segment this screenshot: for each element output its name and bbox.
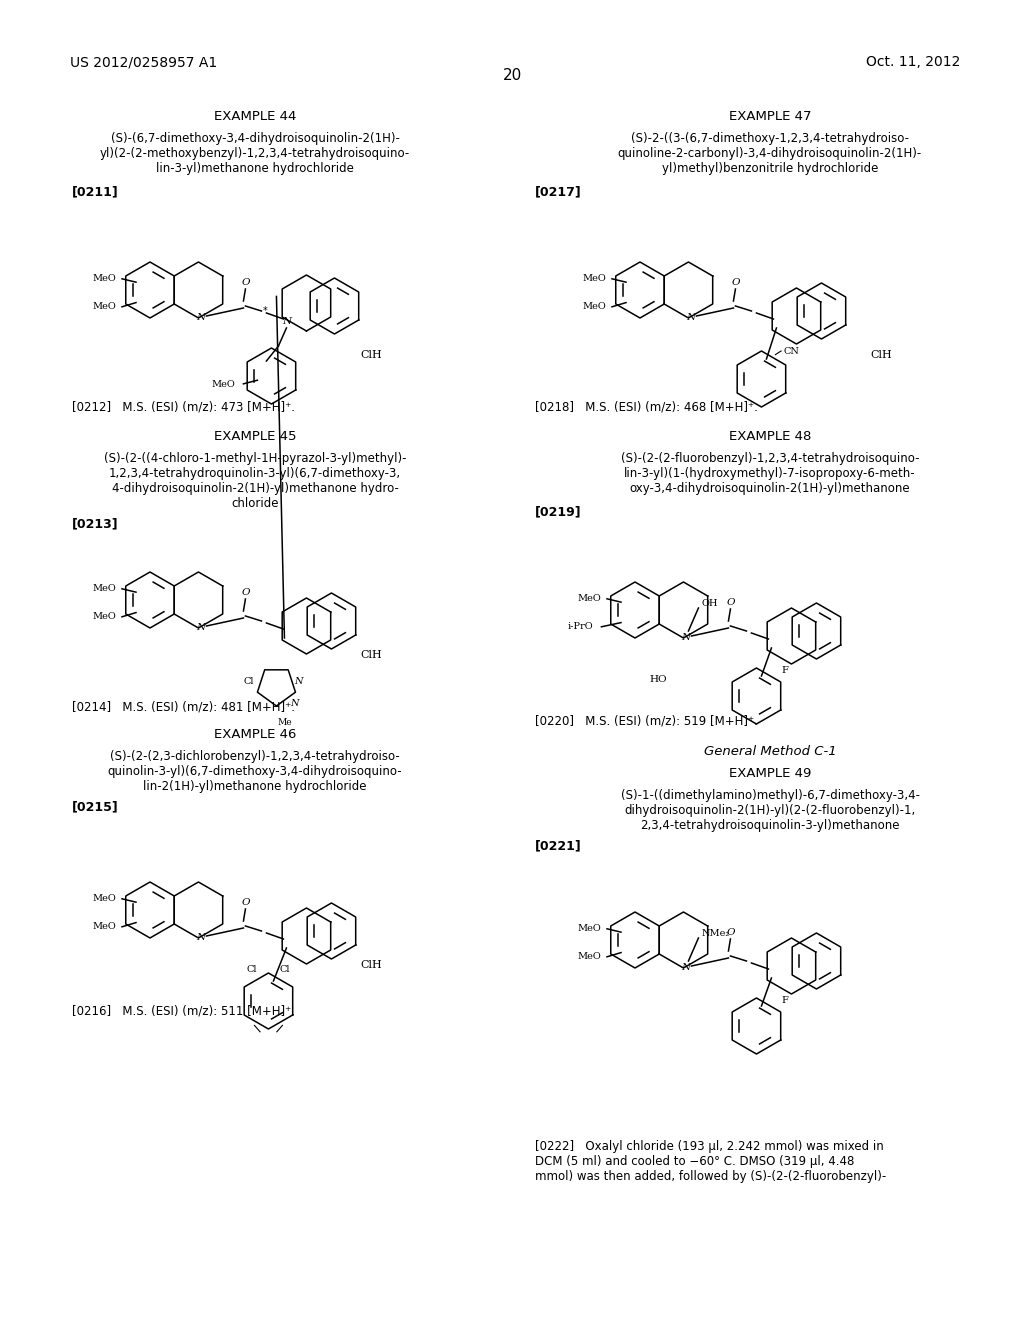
Text: [0220]   M.S. (ESI) (m/z): 519 [M+H]⁺.: [0220] M.S. (ESI) (m/z): 519 [M+H]⁺. — [535, 715, 758, 729]
Text: Cl: Cl — [280, 965, 291, 974]
Text: N: N — [196, 623, 205, 632]
Text: Oct. 11, 2012: Oct. 11, 2012 — [865, 55, 961, 69]
Text: ClH: ClH — [360, 350, 382, 360]
Text: ClH: ClH — [360, 960, 382, 970]
Text: F: F — [781, 997, 788, 1006]
Text: EXAMPLE 49: EXAMPLE 49 — [729, 767, 811, 780]
Text: (S)-(2-(2-fluorobenzyl)-1,2,3,4-tetrahydroisoquino-: (S)-(2-(2-fluorobenzyl)-1,2,3,4-tetrahyd… — [621, 451, 920, 465]
Text: General Method C-1: General Method C-1 — [703, 744, 837, 758]
Text: [0216]   M.S. (ESI) (m/z): 511 [M+H]⁺.: [0216] M.S. (ESI) (m/z): 511 [M+H]⁺. — [72, 1005, 295, 1018]
Text: N: N — [681, 634, 690, 643]
Text: O: O — [726, 598, 734, 607]
Text: Cl: Cl — [244, 676, 254, 685]
Text: OH: OH — [701, 598, 718, 607]
Text: MeO: MeO — [92, 923, 117, 932]
Text: N: N — [681, 964, 690, 973]
Text: CN: CN — [783, 346, 800, 355]
Text: Cl: Cl — [247, 965, 257, 974]
Text: [0217]: [0217] — [535, 185, 582, 198]
Text: (S)-(6,7-dimethoxy-3,4-dihydroisoquinolin-2(1H)-: (S)-(6,7-dimethoxy-3,4-dihydroisoquinoli… — [111, 132, 399, 145]
Text: O: O — [242, 898, 250, 907]
Text: 1,2,3,4-tetrahydroquinolin-3-yl)(6,7-dimethoxy-3,: 1,2,3,4-tetrahydroquinolin-3-yl)(6,7-dim… — [109, 467, 401, 480]
Text: MeO: MeO — [92, 612, 117, 622]
Text: MeO: MeO — [92, 895, 117, 903]
Text: N: N — [294, 676, 303, 685]
Text: dihydroisoquinolin-2(1H)-yl)(2-(2-fluorobenzyl)-1,: dihydroisoquinolin-2(1H)-yl)(2-(2-fluoro… — [625, 804, 915, 817]
Text: oxy-3,4-dihydroisoquinolin-2(1H)-yl)methanone: oxy-3,4-dihydroisoquinolin-2(1H)-yl)meth… — [630, 482, 910, 495]
Text: ClH: ClH — [360, 649, 382, 660]
Text: DCM (5 ml) and cooled to −60° C. DMSO (319 μl, 4.48: DCM (5 ml) and cooled to −60° C. DMSO (3… — [535, 1155, 854, 1168]
Text: EXAMPLE 48: EXAMPLE 48 — [729, 430, 811, 444]
Text: [0212]   M.S. (ESI) (m/z): 473 [M+H]⁺.: [0212] M.S. (ESI) (m/z): 473 [M+H]⁺. — [72, 400, 295, 413]
Text: [0214]   M.S. (ESI) (m/z): 481 [M+H]⁺.: [0214] M.S. (ESI) (m/z): 481 [M+H]⁺. — [72, 700, 295, 713]
Text: [0211]: [0211] — [72, 185, 119, 198]
Text: O: O — [726, 928, 734, 937]
Text: EXAMPLE 47: EXAMPLE 47 — [729, 110, 811, 123]
Text: MeO: MeO — [92, 585, 117, 593]
Text: mmol) was then added, followed by (S)-(2-(2-fluorobenzyl)-: mmol) was then added, followed by (S)-(2… — [535, 1170, 886, 1183]
Text: EXAMPLE 45: EXAMPLE 45 — [214, 430, 296, 444]
Text: O: O — [242, 587, 250, 597]
Text: MeO: MeO — [583, 302, 606, 312]
Text: MeO: MeO — [92, 302, 117, 312]
Text: F: F — [781, 667, 788, 676]
Text: (S)-(2-(2,3-dichlorobenzyl)-1,2,3,4-tetrahydroiso-: (S)-(2-(2,3-dichlorobenzyl)-1,2,3,4-tetr… — [111, 750, 400, 763]
Text: EXAMPLE 46: EXAMPLE 46 — [214, 729, 296, 741]
Text: *: * — [262, 306, 267, 315]
Text: [0219]: [0219] — [535, 506, 582, 517]
Text: (S)-1-((dimethylamino)methyl)-6,7-dimethoxy-3,4-: (S)-1-((dimethylamino)methyl)-6,7-dimeth… — [621, 789, 920, 803]
Text: MeO: MeO — [578, 594, 601, 603]
Text: N: N — [196, 933, 205, 942]
Text: yl)(2-(2-methoxybenzyl)-1,2,3,4-tetrahydroisoquino-: yl)(2-(2-methoxybenzyl)-1,2,3,4-tetrahyd… — [100, 147, 411, 160]
Text: N: N — [290, 700, 299, 709]
Text: N: N — [282, 317, 291, 326]
Text: lin-3-yl)methanone hydrochloride: lin-3-yl)methanone hydrochloride — [156, 162, 354, 176]
Text: N: N — [686, 314, 695, 322]
Text: [0215]: [0215] — [72, 800, 119, 813]
Text: i-PrO: i-PrO — [567, 622, 593, 631]
Text: MeO: MeO — [211, 380, 236, 389]
Text: O: O — [731, 279, 739, 286]
Text: NMe₂: NMe₂ — [701, 928, 729, 937]
Text: EXAMPLE 44: EXAMPLE 44 — [214, 110, 296, 123]
Text: ClH: ClH — [870, 350, 892, 360]
Text: yl)methyl)benzonitrile hydrochloride: yl)methyl)benzonitrile hydrochloride — [662, 162, 879, 176]
Text: [0213]: [0213] — [72, 517, 119, 531]
Text: MeO: MeO — [578, 924, 601, 933]
Text: 20: 20 — [503, 69, 521, 83]
Text: quinolin-3-yl)(6,7-dimethoxy-3,4-dihydroisoquino-: quinolin-3-yl)(6,7-dimethoxy-3,4-dihydro… — [108, 766, 402, 777]
Text: (S)-2-((3-(6,7-dimethoxy-1,2,3,4-tetrahydroiso-: (S)-2-((3-(6,7-dimethoxy-1,2,3,4-tetrahy… — [631, 132, 909, 145]
Text: [0218]   M.S. (ESI) (m/z): 468 [M+H]⁺.: [0218] M.S. (ESI) (m/z): 468 [M+H]⁺. — [535, 400, 758, 413]
Text: chloride: chloride — [231, 498, 279, 510]
Text: (S)-(2-((4-chloro-1-methyl-1H-pyrazol-3-yl)methyl)-: (S)-(2-((4-chloro-1-methyl-1H-pyrazol-3-… — [103, 451, 407, 465]
Text: O: O — [242, 279, 250, 286]
Text: MeO: MeO — [92, 275, 117, 284]
Text: US 2012/0258957 A1: US 2012/0258957 A1 — [70, 55, 217, 69]
Text: [0222]   Oxalyl chloride (193 μl, 2.242 mmol) was mixed in: [0222] Oxalyl chloride (193 μl, 2.242 mm… — [535, 1140, 884, 1152]
Text: [0221]: [0221] — [535, 840, 582, 851]
Text: quinoline-2-carbonyl)-3,4-dihydroisoquinolin-2(1H)-: quinoline-2-carbonyl)-3,4-dihydroisoquin… — [617, 147, 923, 160]
Text: lin-3-yl)(1-(hydroxymethyl)-7-isopropoxy-6-meth-: lin-3-yl)(1-(hydroxymethyl)-7-isopropoxy… — [625, 467, 915, 480]
Text: MeO: MeO — [578, 952, 601, 961]
Text: N: N — [196, 314, 205, 322]
Text: 2,3,4-tetrahydroisoquinolin-3-yl)methanone: 2,3,4-tetrahydroisoquinolin-3-yl)methano… — [640, 818, 900, 832]
Text: Me: Me — [278, 718, 292, 727]
Text: HO: HO — [649, 676, 667, 685]
Text: 4-dihydroisoquinolin-2(1H)-yl)methanone hydro-: 4-dihydroisoquinolin-2(1H)-yl)methanone … — [112, 482, 398, 495]
Text: MeO: MeO — [583, 275, 606, 284]
Text: lin-2(1H)-yl)methanone hydrochloride: lin-2(1H)-yl)methanone hydrochloride — [143, 780, 367, 793]
